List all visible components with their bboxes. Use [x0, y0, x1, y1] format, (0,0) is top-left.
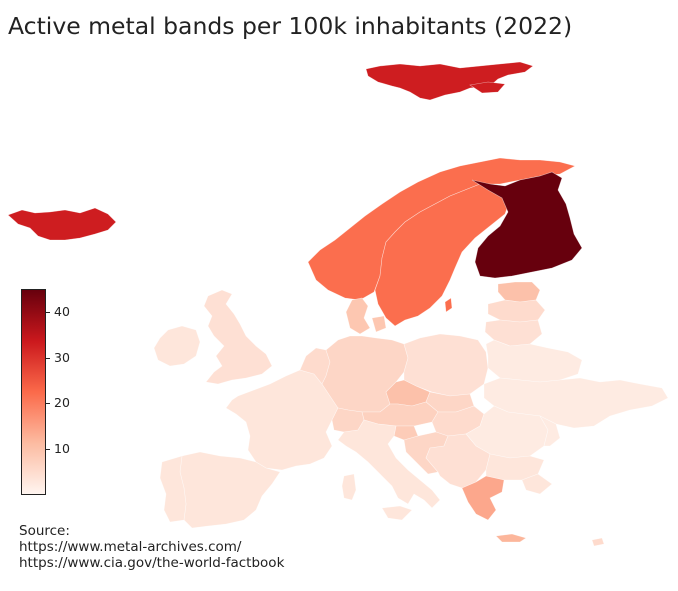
map-title: Active metal bands per 100k inhabitants … [8, 12, 573, 40]
region-svalbard [365, 61, 534, 101]
region-poland [403, 333, 489, 397]
region-portugal [159, 455, 187, 523]
region-italy [337, 419, 441, 509]
region-ireland [153, 325, 201, 367]
region-cyprus [591, 537, 605, 547]
region-turkey-thrace [521, 473, 553, 495]
source-note: Source: https://www.metal-archives.com/ … [19, 523, 284, 571]
colorbar-tick-20: 20 [46, 397, 70, 409]
region-finland [471, 171, 583, 279]
region-balkans [425, 433, 491, 489]
colorbar-tick-30: 30 [46, 349, 70, 365]
region-iceland [7, 207, 117, 241]
colorbar-tick-10: 10 [46, 441, 70, 457]
colorbar [21, 289, 46, 495]
region-estonia [497, 281, 541, 303]
region-moldova [539, 415, 561, 447]
region-denmark-zealand [371, 315, 387, 333]
colorbar-tick-label: 40 [54, 303, 70, 319]
colorbar-tick-40: 40 [46, 303, 70, 319]
source-line-metal-archives: https://www.metal-archives.com/ [19, 539, 242, 555]
region-sardinia [341, 473, 357, 501]
source-label: Source: [19, 523, 70, 539]
region-denmark [345, 297, 371, 335]
colorbar-tick-label: 10 [54, 441, 70, 457]
region-belarus [485, 339, 583, 383]
source-line-cia-factbook: https://www.cia.gov/the-world-factbook [19, 555, 285, 571]
region-latvia [487, 299, 546, 323]
region-svalbard-island [469, 81, 506, 94]
region-greece [461, 475, 505, 521]
colorbar-tick-label: 20 [54, 395, 70, 411]
region-uk [203, 289, 273, 385]
colorbar-tick-label: 30 [54, 349, 70, 365]
region-france [225, 369, 339, 471]
region-gotland [444, 297, 453, 313]
region-lithuania [484, 319, 543, 347]
region-crete [495, 533, 527, 543]
region-sicily [381, 505, 413, 521]
